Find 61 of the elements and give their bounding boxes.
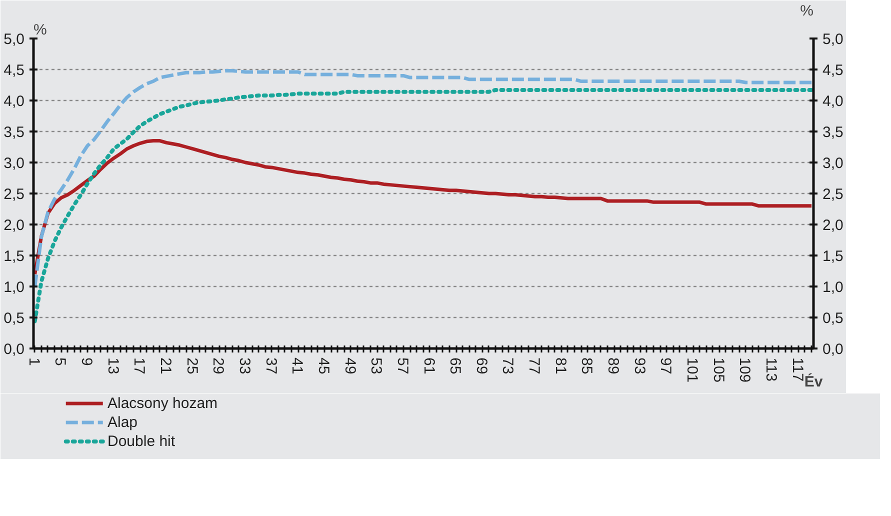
x-tick-label: 85: [578, 358, 596, 374]
x-tick-label: 25: [183, 358, 200, 374]
y2-tick-label: 3,0: [822, 155, 844, 172]
x-tick-label: 33: [236, 358, 253, 374]
legend-label: Alacsony hozam: [108, 395, 218, 412]
x-tick-label: 49: [341, 358, 358, 374]
x-tick-label: 93: [630, 358, 648, 374]
y2-tick-label: 3,5: [822, 124, 844, 141]
x-tick-label: 45: [314, 358, 332, 374]
x-tick-label: 73: [499, 358, 516, 374]
y-tick-label: 0,0: [4, 341, 25, 358]
x-tick-label: 117: [788, 358, 806, 382]
line-series: [34, 139, 814, 276]
y2-tick-label: 2,0: [822, 217, 844, 234]
y2-tick-label: 0,0: [822, 341, 844, 358]
x-tick-label: 81: [552, 358, 569, 374]
y-tick-label: 5,0: [4, 31, 25, 48]
x-tick-label: 41: [288, 358, 306, 374]
line-series: [34, 68, 814, 288]
y-axis-title: %: [34, 22, 47, 38]
y-tick-label: 3,0: [4, 155, 25, 172]
line-series: [34, 88, 814, 324]
y2-tick-label: 1,0: [822, 279, 844, 296]
x-tick-label: 89: [604, 358, 622, 374]
x-tick-label: 97: [657, 358, 674, 374]
y-tick-label: 0,5: [4, 310, 25, 327]
y-tick-label: 2,5: [4, 186, 25, 203]
x-tick-label: 5: [52, 358, 69, 366]
x-tick-label: 105: [710, 358, 727, 383]
x-tick-label: 101: [684, 358, 701, 383]
x-tick-label: 29: [210, 358, 227, 374]
x-tick-label: 65: [446, 358, 464, 374]
y2-tick-label: 0,5: [822, 310, 844, 327]
y-tick-label: 2,0: [4, 217, 25, 234]
x-tick-label: 21: [156, 358, 174, 374]
x-tick-label: 17: [130, 358, 148, 374]
x-tick-label: 69: [472, 358, 490, 374]
y-tick-label: 1,5: [4, 248, 25, 265]
legend-label: Alap: [108, 414, 138, 431]
y2-tick-label: 2,5: [822, 186, 844, 203]
y2-tick-label: 1,5: [822, 248, 844, 265]
legend-label: Double hit: [108, 433, 176, 450]
y2-tick-label: 4,0: [822, 93, 844, 110]
y-tick-label: 1,0: [4, 279, 25, 296]
y2-tick-label: 4,5: [822, 62, 844, 79]
x-tick-label: 109: [736, 358, 754, 383]
y-tick-label: 4,0: [4, 93, 25, 110]
x-tick-label: 57: [394, 358, 411, 374]
x-tick-label: 9: [78, 358, 95, 366]
x-tick-label: 13: [104, 358, 122, 374]
y-tick-label: 3,5: [4, 124, 25, 141]
x-axis-title: Év: [804, 372, 824, 391]
y2-tick-label: 5,0: [822, 31, 844, 48]
y2-axis-title: %: [800, 2, 814, 20]
x-tick-label: 37: [262, 358, 280, 374]
y-tick-label: 4,5: [4, 62, 25, 79]
x-tick-label: 1: [25, 358, 42, 366]
x-tick-label: 113: [762, 358, 780, 382]
x-tick-label: 53: [368, 358, 385, 374]
x-tick-label: 61: [420, 358, 438, 374]
x-tick-label: 77: [526, 358, 543, 374]
